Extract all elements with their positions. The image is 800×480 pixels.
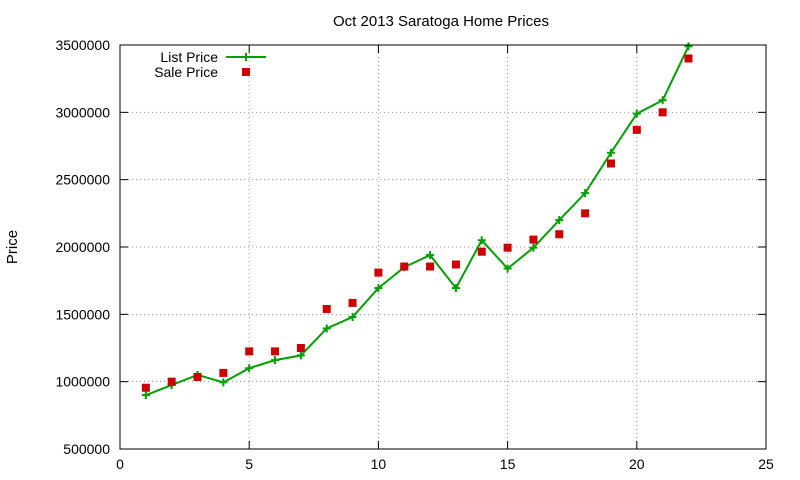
list-price-point — [348, 313, 357, 322]
sale-price-point — [684, 54, 693, 63]
legend-label: List Price — [160, 49, 218, 65]
list-price-point — [451, 284, 460, 293]
list-price-point — [426, 251, 435, 260]
sale-price-series — [141, 54, 693, 392]
sale-price-point — [374, 268, 383, 277]
sale-price-point — [503, 243, 512, 252]
list-price-point — [581, 189, 590, 198]
x-tick-label: 25 — [758, 456, 774, 472]
list-price-point — [684, 42, 693, 51]
sale-price-point — [141, 383, 150, 392]
sale-price-point — [400, 262, 409, 271]
list-price-point — [658, 96, 667, 105]
sale-price-point — [606, 159, 615, 168]
list-price-point — [219, 378, 228, 387]
legend-label: Sale Price — [154, 64, 218, 80]
x-tick-label: 10 — [371, 456, 387, 472]
y-tick-label: 2500000 — [55, 172, 110, 188]
sale-price-point — [581, 209, 590, 218]
y-axis-label: Price — [4, 230, 21, 264]
list-price-point — [555, 216, 564, 225]
sale-price-point — [451, 260, 460, 269]
list-price-point — [245, 364, 254, 373]
list-price-point — [374, 284, 383, 293]
y-tick-label: 1500000 — [55, 306, 110, 322]
sale-price-point — [245, 347, 254, 356]
y-tick-label: 500000 — [63, 441, 110, 457]
list-price-series — [141, 42, 693, 400]
x-tick-label: 0 — [116, 456, 124, 472]
sale-price-point — [193, 372, 202, 381]
legend-plus-swatch — [242, 53, 250, 61]
x-tick-label: 15 — [500, 456, 516, 472]
sale-price-point — [555, 230, 564, 239]
list-price-point — [632, 109, 641, 118]
list-price-point — [271, 356, 280, 365]
y-tick-label: 2000000 — [55, 239, 110, 255]
list-price-point — [322, 324, 331, 333]
sale-price-point — [632, 125, 641, 134]
plot-frame — [119, 44, 767, 450]
list-price-point — [606, 148, 615, 157]
list-price-point — [529, 243, 538, 252]
legend-square-swatch — [242, 68, 250, 76]
sale-price-point — [296, 344, 305, 352]
y-tick-label: 1000000 — [55, 374, 110, 390]
sale-price-point — [271, 347, 280, 356]
axis-ticks: 0 5 10 15 20 25 500000 1000000 1500000 2000000 250… — [55, 37, 774, 472]
sale-price-point — [322, 304, 331, 313]
sale-price-point — [167, 377, 176, 386]
sale-price-point — [477, 247, 486, 256]
list-price-point — [503, 264, 512, 273]
sale-price-point — [529, 235, 538, 244]
sale-price-point — [348, 298, 357, 307]
x-tick-label: 5 — [245, 456, 253, 472]
chart-title: Oct 2013 Saratoga Home Prices — [333, 13, 549, 30]
sale-price-point — [219, 368, 228, 377]
y-tick-label: 3500000 — [55, 37, 110, 53]
list-price-point — [296, 351, 305, 360]
list-price-point — [141, 391, 150, 400]
list-price-point — [477, 236, 486, 245]
sale-price-point — [658, 108, 667, 117]
grid — [120, 45, 766, 449]
sale-price-point — [426, 262, 435, 271]
series — [141, 42, 693, 400]
list-price-line — [145, 45, 690, 397]
y-tick-label: 3000000 — [55, 104, 110, 120]
x-tick-label: 20 — [629, 456, 645, 472]
